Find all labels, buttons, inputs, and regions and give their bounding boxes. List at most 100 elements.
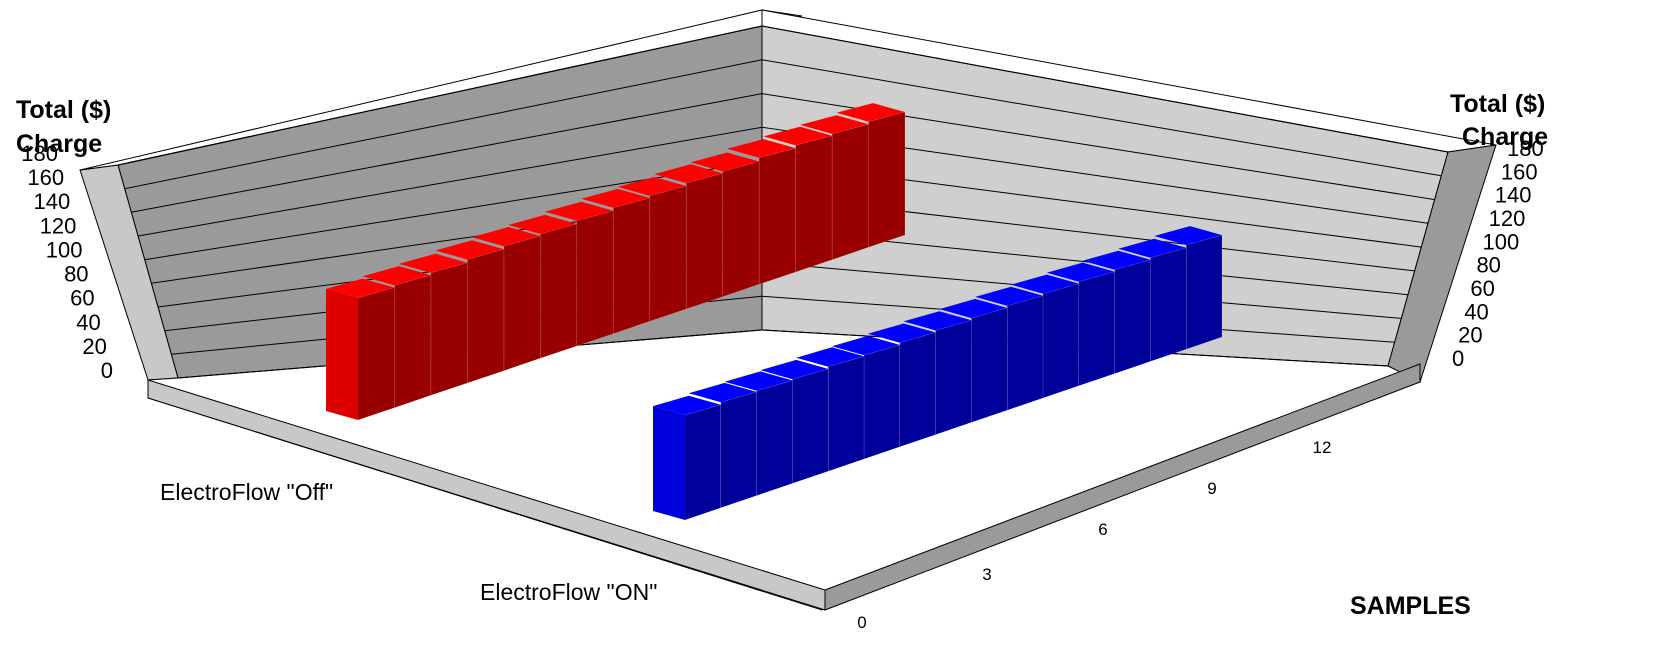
z-tick-right-40: 40 [1464, 299, 1488, 324]
bar-s0-14 [868, 111, 906, 248]
bar-top-s1-13 [1118, 238, 1187, 258]
bar-top-s1-6 [867, 323, 936, 343]
z-tick-right-60: 60 [1470, 276, 1494, 301]
bar-s0-2 [430, 262, 468, 396]
bar-top-s0-4 [471, 227, 541, 247]
bar-top-s0-7 [581, 188, 650, 208]
z-tick-left-140: 140 [34, 189, 71, 214]
bar-s1-11 [1078, 271, 1115, 387]
x-tick-6: 6 [1098, 520, 1107, 539]
z-tick-right-180: 180 [1507, 136, 1544, 161]
bar-s1-5 [863, 344, 900, 460]
x-tick-12: 12 [1313, 438, 1332, 457]
gridline-120 [137, 126, 1429, 237]
bar-top-s0-14 [836, 103, 905, 122]
bar-s1-7 [935, 319, 972, 435]
z-tick-left-180: 180 [21, 141, 58, 166]
z-tick-left-40: 40 [76, 310, 100, 335]
bar-s1-14 [1185, 234, 1223, 350]
bar-s1-12 [1114, 259, 1151, 374]
z-axis-title-right-2: Charge [1462, 123, 1548, 151]
bar-s1-4 [828, 356, 865, 472]
category-label-off: ElectroFlow "Off" [160, 479, 333, 505]
bar-s0-8 [649, 185, 687, 322]
bar-s1-0 [684, 404, 721, 521]
bar-top-s1-11 [1046, 262, 1115, 282]
chart-walls [79, 9, 1497, 611]
bar-side-s0 [326, 288, 358, 420]
bar-s1-10 [1042, 283, 1080, 399]
z-tick-right-0: 0 [1452, 346, 1464, 371]
bar-top-s1-9 [975, 286, 1043, 306]
z-tick-left-160: 160 [27, 165, 64, 190]
bar-top-s0-10 [690, 152, 760, 172]
bar-s0-13 [831, 124, 869, 260]
z-tick-left-60: 60 [70, 286, 94, 311]
bar-top-s1-2 [724, 371, 793, 391]
bar-s0-5 [540, 223, 577, 359]
z-tick-left-100: 100 [46, 237, 83, 262]
z-tick-right-160: 160 [1501, 159, 1538, 184]
bar-top-s0-1 [362, 266, 431, 286]
z-axis-title-left: Total ($) [16, 96, 111, 124]
bar-s0-10 [722, 161, 760, 297]
bar-top-s0-8 [617, 177, 687, 196]
bar-top-s0-13 [800, 115, 869, 134]
bar-top-s1-10 [1011, 274, 1079, 294]
bar-s0-11 [758, 147, 796, 285]
bar-top-s1-14 [1154, 226, 1222, 245]
bar-top-s0-12 [763, 126, 833, 146]
bar-s0-7 [613, 197, 650, 334]
bar-top-s1-5 [832, 335, 900, 356]
bar-s0-1 [394, 274, 432, 408]
gridline-180 [117, 25, 1449, 166]
bar-top-s0-3 [435, 240, 504, 260]
bar-top-s1-12 [1082, 250, 1151, 270]
gridline-140 [131, 93, 1435, 213]
bar-s0-9 [686, 172, 723, 310]
z-tick-right-100: 100 [1483, 229, 1520, 254]
z-tick-right-20: 20 [1458, 323, 1482, 348]
bar-s0-0 [357, 287, 395, 421]
z-axis-title-right: Total ($) [1450, 90, 1545, 118]
bar-s0-6 [576, 210, 614, 347]
gridline-160 [124, 59, 1442, 190]
category-label-on: ElectroFlow "ON" [480, 579, 657, 605]
bar-top-s0-5 [508, 214, 577, 234]
bar-s1-8 [971, 307, 1008, 423]
x-tick-0: 0 [857, 613, 866, 632]
bar-s0-12 [795, 135, 833, 273]
chart-bars [326, 103, 1223, 521]
x-tick-9: 9 [1207, 479, 1216, 498]
bar-top-s0-6 [544, 201, 614, 221]
bar-s1-1 [720, 391, 757, 509]
bar-top-s0-9 [654, 164, 723, 184]
x-axis-title: SAMPLES [1350, 592, 1471, 620]
bar-s1-9 [1007, 295, 1044, 411]
bar-s1-2 [756, 380, 793, 496]
bar-top-s0-2 [398, 253, 468, 273]
bar-top-s1-4 [796, 347, 864, 367]
bar-top-s1-8 [939, 298, 1008, 319]
bar-top-s1-1 [688, 382, 757, 403]
z-tick-left-120: 120 [40, 213, 77, 238]
bar-top-s1-7 [903, 311, 972, 331]
bar-s1-3 [792, 368, 829, 484]
bar-top-s0-0 [326, 278, 395, 298]
z-tick-right-120: 120 [1489, 206, 1526, 231]
bar-s0-3 [467, 249, 505, 384]
bar-s1-13 [1150, 247, 1187, 362]
bar-s1-6 [899, 332, 936, 448]
z-tick-left-0: 0 [101, 358, 113, 383]
bar-top-s1-3 [760, 359, 829, 380]
bar-s0-4 [503, 235, 541, 371]
z-tick-left-80: 80 [64, 262, 88, 287]
z-tick-left-20: 20 [82, 334, 106, 359]
floor-front-right-edge [824, 363, 1421, 611]
bar-side-s1 [653, 406, 685, 520]
bar-top-s0-11 [727, 139, 796, 158]
z-axis-title-left-2: Charge [16, 130, 102, 158]
z-tick-right-140: 140 [1495, 183, 1532, 208]
